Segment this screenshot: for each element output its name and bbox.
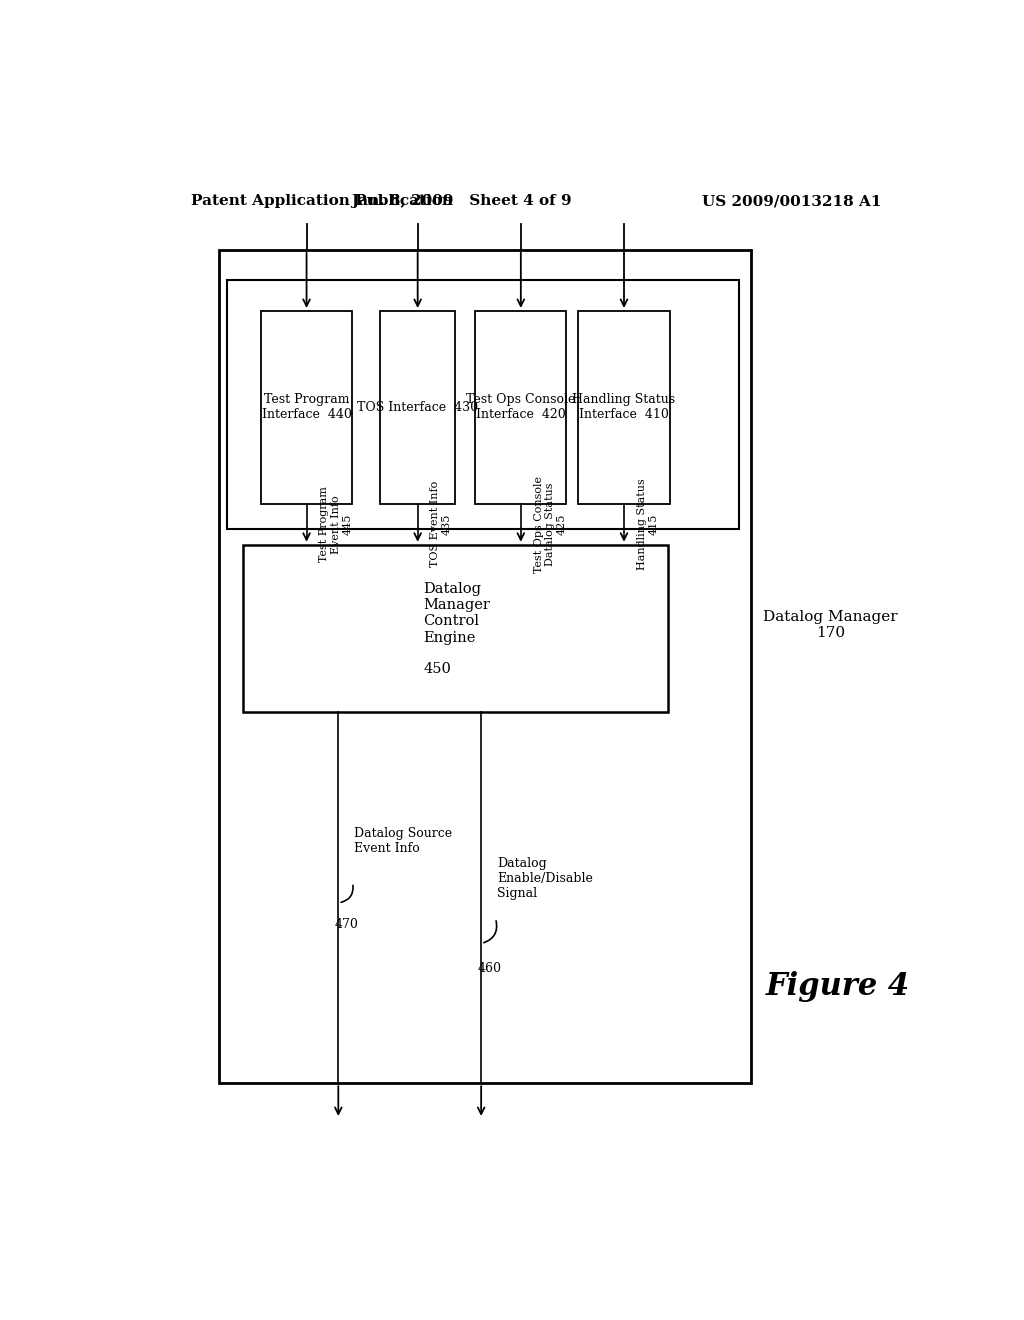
- Bar: [380, 312, 456, 504]
- Bar: [579, 312, 670, 504]
- Text: Test Program
Interface  440: Test Program Interface 440: [261, 393, 351, 421]
- Text: Jan. 8, 2009   Sheet 4 of 9: Jan. 8, 2009 Sheet 4 of 9: [351, 194, 571, 209]
- Text: TOS Interface  430: TOS Interface 430: [357, 401, 478, 414]
- Bar: [243, 545, 668, 713]
- Text: Test Program
Event Info
445: Test Program Event Info 445: [319, 486, 352, 562]
- Text: 460: 460: [477, 962, 501, 975]
- Text: Datalog Manager
170: Datalog Manager 170: [763, 610, 897, 640]
- Text: Patent Application Publication: Patent Application Publication: [191, 194, 454, 209]
- Text: 450: 450: [424, 663, 452, 676]
- Text: TOS Event Info
435: TOS Event Info 435: [430, 482, 452, 568]
- Text: Datalog Source
Event Info: Datalog Source Event Info: [354, 826, 453, 854]
- Text: Figure 4: Figure 4: [766, 972, 910, 1002]
- Bar: [261, 312, 352, 504]
- Text: Datalog
Manager
Control
Engine: Datalog Manager Control Engine: [424, 582, 490, 644]
- Text: Handling Status
Interface  410: Handling Status Interface 410: [572, 393, 676, 421]
- Text: 470: 470: [334, 919, 358, 931]
- Text: Test Ops Console
Interface  420: Test Ops Console Interface 420: [466, 393, 575, 421]
- Text: Handling Status
415: Handling Status 415: [637, 478, 658, 570]
- Text: US 2009/0013218 A1: US 2009/0013218 A1: [702, 194, 882, 209]
- Text: Datalog
Enable/Disable
Signal: Datalog Enable/Disable Signal: [497, 857, 593, 900]
- Bar: [219, 249, 751, 1084]
- Bar: [227, 280, 739, 529]
- Bar: [475, 312, 566, 504]
- Text: Test Ops Console
Datalog Status
425: Test Ops Console Datalog Status 425: [534, 475, 566, 573]
